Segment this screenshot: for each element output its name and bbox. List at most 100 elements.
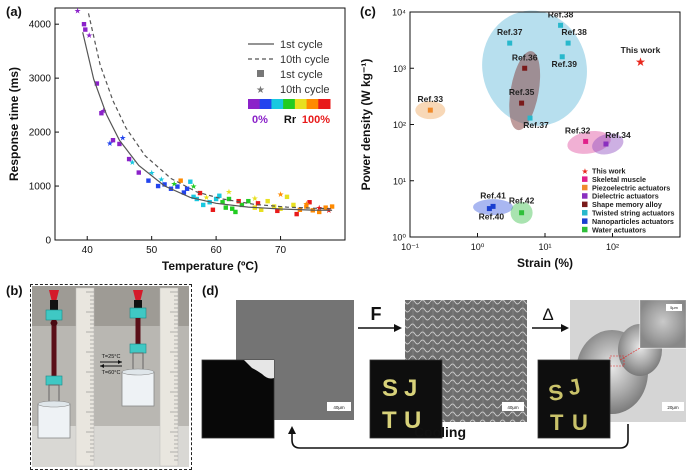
- legend-entry: Twisted string actuators: [592, 209, 675, 218]
- data-point-1st: [146, 178, 151, 183]
- response-time-chart: 40 50 60 70 0 1000 2000 3000 4000 Temperature (ºC…: [7, 7, 346, 273]
- data-point-1st: [94, 81, 100, 86]
- data-point-10th: ★: [106, 139, 113, 148]
- data-point-1st: [284, 194, 290, 200]
- y-axis-label-c: Power density (W kg⁻¹): [359, 59, 373, 191]
- data-point-1st: [304, 204, 309, 209]
- data-point-10th: ★: [316, 204, 323, 213]
- data-point-1st: [291, 202, 296, 208]
- y-tick-label-a: 1000: [29, 182, 52, 193]
- legend-entry: Water actuators: [592, 225, 646, 234]
- data-point-1st: [317, 209, 322, 215]
- point-label: Ref.34: [605, 130, 631, 140]
- data-point-10th: ★: [203, 193, 210, 202]
- data-point-1st: [126, 156, 132, 162]
- cooling-label: Cooling: [414, 424, 466, 440]
- x-tick-label-a: 50: [146, 245, 158, 256]
- letter-t-right: T: [550, 410, 564, 435]
- point-label: Ref.32: [565, 125, 591, 135]
- data-point: [583, 138, 589, 144]
- data-point-1st: [230, 206, 235, 211]
- data-point-1st: [178, 178, 183, 183]
- data-point-1st: [255, 201, 261, 206]
- x-tick-label-c: 10⁻¹: [401, 242, 419, 252]
- data-point-10th: ★: [303, 199, 310, 208]
- data-point: [603, 141, 609, 147]
- colorbar-segment: [306, 99, 319, 109]
- temp-cold-label: T=25°C: [102, 354, 121, 360]
- data-point-10th: ★: [251, 194, 258, 203]
- heat-label: Δ: [542, 305, 553, 324]
- scalebar-inset: 5μm: [670, 306, 677, 310]
- data-point-10th: ★: [129, 158, 136, 167]
- colorbar-segment: [294, 99, 308, 109]
- legend-text-line10: 10th cycle: [280, 54, 330, 66]
- data-point-10th: ★: [148, 169, 155, 178]
- data-point-1st: [188, 179, 193, 184]
- data-point-1st: [259, 207, 264, 212]
- data-point: [519, 100, 525, 106]
- point-label: Ref.38: [548, 9, 574, 19]
- data-point: [559, 54, 565, 60]
- legend-marker: [582, 193, 588, 199]
- letter-j-right: J: [566, 373, 583, 400]
- data-point-1st: [210, 207, 216, 212]
- y-tick-label-c: 10³: [393, 64, 406, 74]
- legend-marker: [582, 201, 588, 208]
- y-tick-label-c: 10⁰: [392, 233, 406, 243]
- legend-entry: Nanoparticles actuators: [592, 217, 674, 226]
- data-point-1st: [155, 183, 161, 189]
- data-point-1st: [83, 27, 88, 32]
- y-axis-label-a: Response time (ms): [7, 67, 21, 181]
- data-point-1st: [181, 190, 187, 195]
- data-point-10th: ★: [74, 7, 81, 16]
- data-point-10th: ★: [277, 190, 284, 199]
- y-tick-label-c: 10¹: [393, 176, 406, 186]
- fit-line-1st: [82, 32, 333, 211]
- colorbar-max-label: 100%: [302, 114, 330, 126]
- data-point-1st: [246, 198, 251, 204]
- data-point: [565, 40, 571, 46]
- legend-entry: This work: [592, 167, 626, 176]
- data-point-10th: ★: [86, 31, 93, 40]
- point-label: Ref.41: [480, 190, 506, 200]
- data-point-1st: [191, 194, 196, 200]
- axes-frame-a: [54, 7, 346, 241]
- x-tick-label-c: 10¹: [538, 242, 551, 252]
- point-label: Ref.33: [418, 94, 444, 104]
- legend-marker: [582, 218, 588, 224]
- force-label: F: [371, 304, 382, 324]
- point-label: Ref.42: [509, 196, 535, 206]
- cluster-ellipse: [567, 130, 611, 154]
- point-label: Ref.40: [479, 212, 505, 222]
- x-tick-label-a: 40: [82, 245, 94, 256]
- data-point-1st: [220, 200, 225, 205]
- data-point-1st: [162, 182, 167, 187]
- data-point: [507, 40, 513, 46]
- data-point-1st: [329, 204, 335, 209]
- legend-entry: Dielectric actuators: [592, 192, 659, 201]
- legend-entry: Shape memory alloy: [592, 200, 662, 209]
- panel-label-a: (a): [6, 4, 22, 19]
- data-point-1st: [265, 198, 270, 204]
- legend-marker: [582, 176, 588, 182]
- data-point-1st: [223, 205, 228, 210]
- colorbar-mid-label: Rr: [284, 114, 297, 126]
- actuator-photo: T=25°C T=60°C: [32, 286, 189, 467]
- data-point-10th: ★: [190, 182, 197, 191]
- y-tick-label-a: 3000: [29, 74, 52, 85]
- data-point-1st: [275, 208, 280, 214]
- data-point: [486, 206, 492, 212]
- data-point: [522, 65, 528, 71]
- photo-frame: [30, 284, 192, 470]
- x-axis-label-a: Temperature (ºC): [162, 259, 258, 273]
- colorbar-segment: [248, 99, 261, 109]
- data-point-1st: [307, 200, 312, 205]
- letter-j-mid: J: [404, 375, 417, 402]
- data-point-1st: [226, 196, 232, 202]
- data-point-1st: [184, 186, 190, 191]
- data-point: [490, 203, 496, 209]
- y-tick-label-c: 10⁴: [392, 8, 406, 18]
- point-label: Ref.35: [509, 87, 535, 97]
- y-tick-label-c: 10²: [393, 120, 406, 130]
